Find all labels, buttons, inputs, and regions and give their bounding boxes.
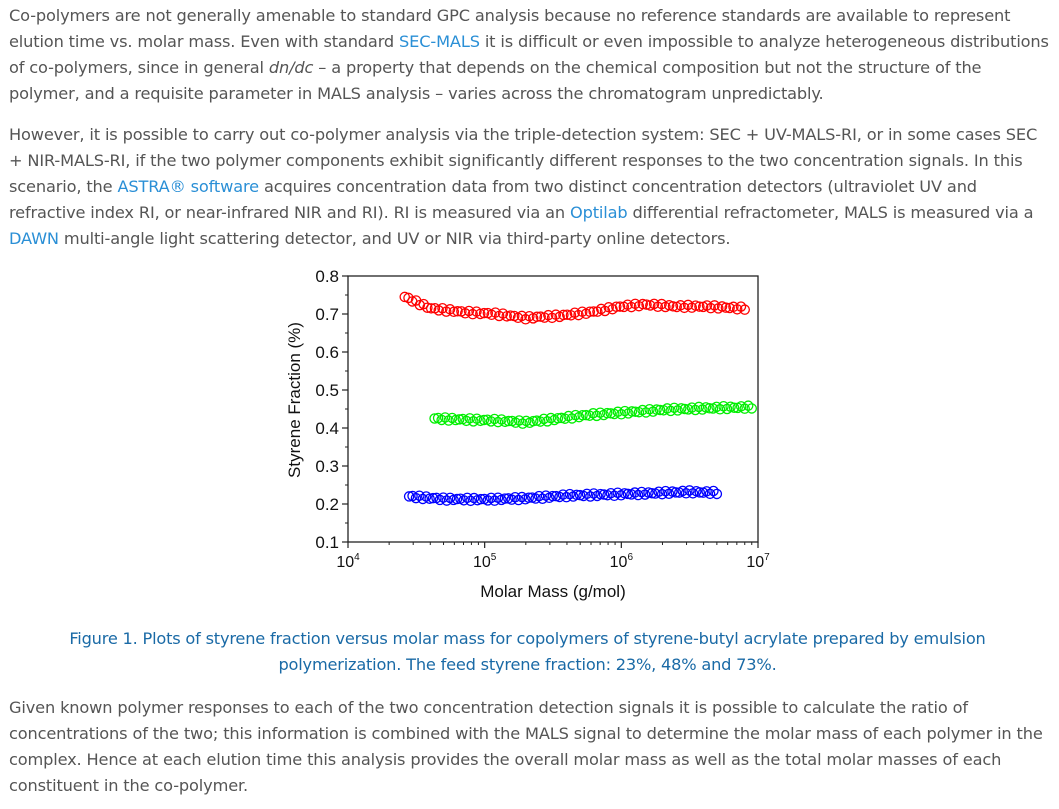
text: it is difficult or even impossible to an… xyxy=(9,32,1049,77)
text: acquires concentration data from two dis… xyxy=(9,177,977,222)
y-tick-label: 0.3 xyxy=(315,457,339,476)
figure-1-chart: 0.1 0.2 0.3 0.4 0.5 0.6 0.7 0.8 104 105 106 107 Sty… xyxy=(280,262,780,607)
y-tick-label: 0.8 xyxy=(315,267,339,286)
text: differential refractometer, MALS is meas… xyxy=(627,203,1034,222)
intro-paragraph: Co-polymers are not generally amenable t… xyxy=(9,3,1049,107)
y-tick-label: 0.7 xyxy=(315,305,339,324)
y-tick-label: 0.5 xyxy=(315,381,339,400)
optilab-link[interactable]: Optilab xyxy=(570,203,628,222)
text: – a property that depends on the chemica… xyxy=(9,58,982,103)
y-tick-label: 0.6 xyxy=(315,343,339,362)
y-tick-label: 0.4 xyxy=(315,419,339,438)
y-tick-label: 0.1 xyxy=(315,533,339,552)
y-axis-label: Styrene Fraction (%) xyxy=(285,322,304,478)
triple-detection-paragraph: However, it is possible to carry out co-… xyxy=(9,122,1049,252)
dawn-link[interactable]: DAWN xyxy=(9,229,59,248)
series-feed-73- xyxy=(399,291,751,325)
x-tick-label: 107 xyxy=(746,552,770,571)
text: Co-polymers are not generally amenable t… xyxy=(9,6,1011,51)
x-tick-label: 104 xyxy=(336,552,360,571)
figure-caption: Figure 1. Plots of styrene fraction vers… xyxy=(69,629,986,674)
x-tick-label: 106 xyxy=(610,552,634,571)
chart-axes: 0.1 0.2 0.3 0.4 0.5 0.6 0.7 0.8 104 105 106 107 xyxy=(315,267,770,571)
series-feed-48- xyxy=(429,400,757,429)
series-feed-23- xyxy=(403,485,723,507)
x-tick-label: 105 xyxy=(473,552,497,571)
chart-series xyxy=(399,291,757,507)
text: However, it is possible to carry out co-… xyxy=(9,125,1038,196)
styrene-fraction-plot: 0.1 0.2 0.3 0.4 0.5 0.6 0.7 0.8 104 105 106 107 Sty… xyxy=(285,267,770,601)
y-tick-label: 0.2 xyxy=(315,495,339,514)
astra-software-link[interactable]: ASTRA® software xyxy=(117,177,259,196)
text: multi-angle light scattering detector, a… xyxy=(58,229,731,248)
conclusion-paragraph: Given known polymer responses to each of… xyxy=(9,698,1043,795)
x-axis-label: Molar Mass (g/mol) xyxy=(480,582,625,601)
dn-dc-term: dn/dc xyxy=(268,58,314,77)
sec-mals-link[interactable]: SEC-MALS xyxy=(399,32,480,51)
